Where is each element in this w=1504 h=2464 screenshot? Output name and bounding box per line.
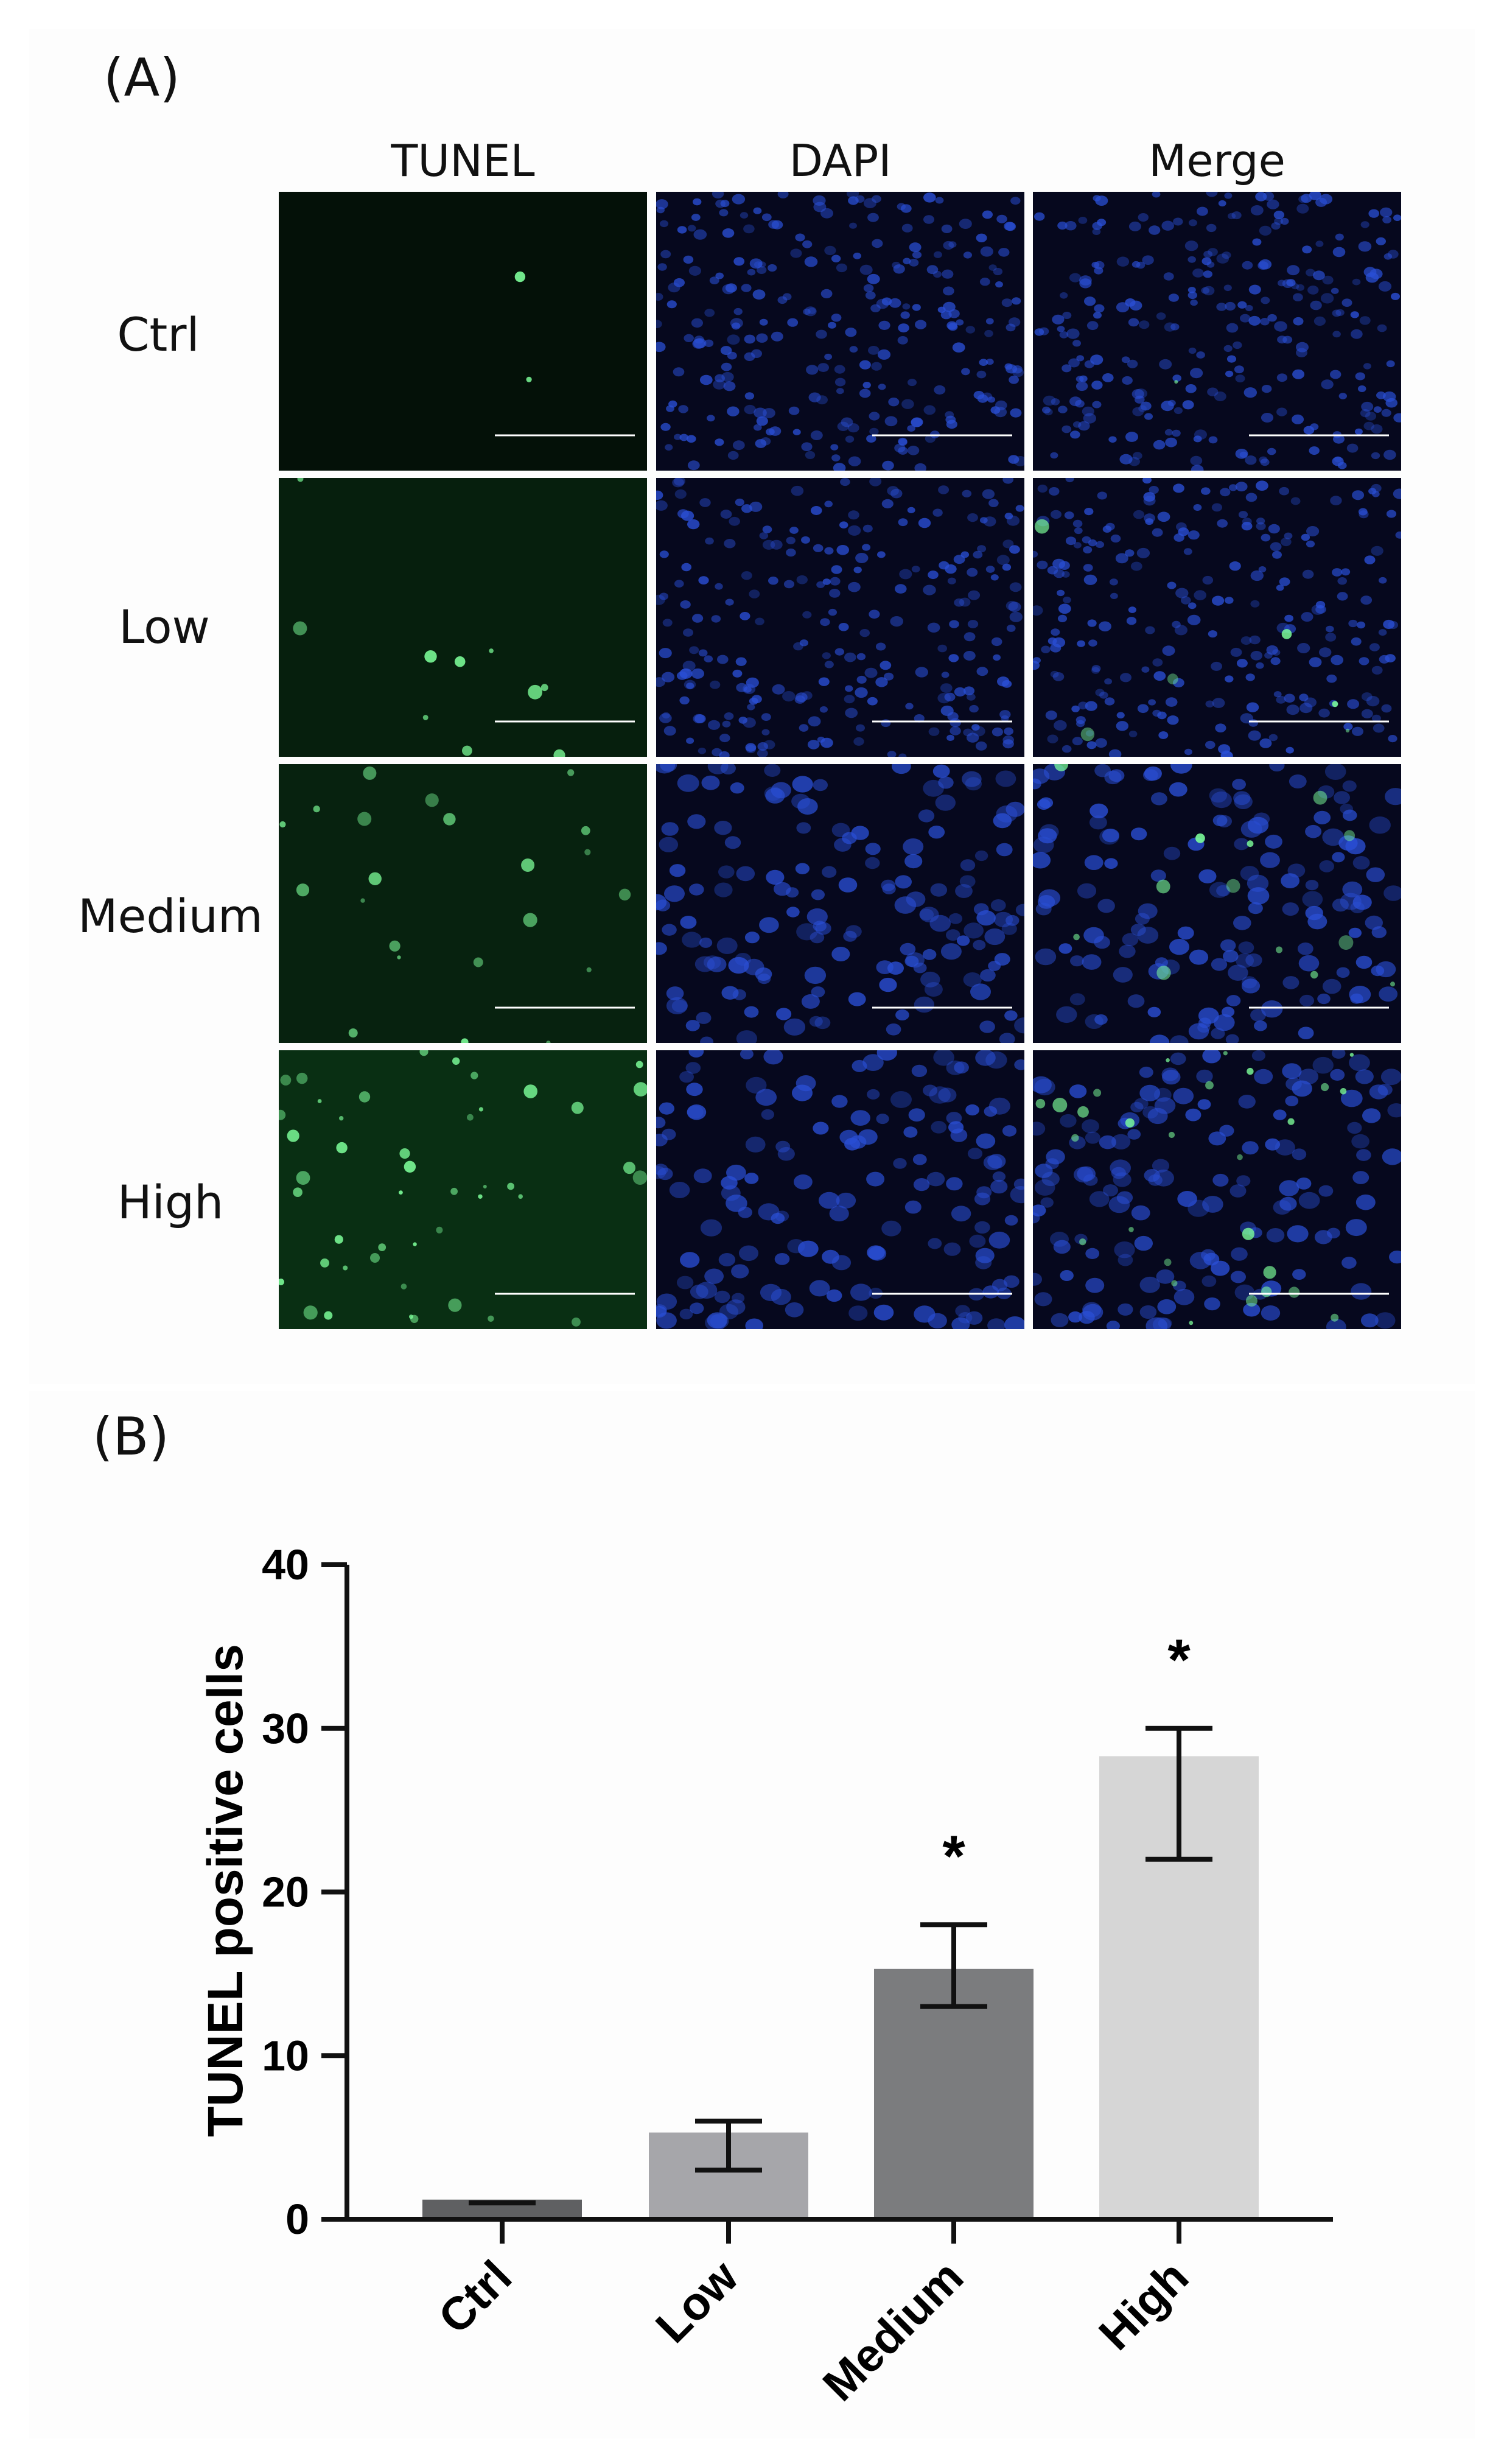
micrograph-ctrl-merge	[1033, 192, 1401, 471]
micrograph-medium-dapi	[656, 764, 1024, 1043]
y-tick-label: 30	[262, 1705, 309, 1752]
y-axis-label: TUNEL positive cells	[198, 1644, 253, 2137]
row-label-ctrl: Ctrl	[117, 307, 200, 362]
column-header-tunel: TUNEL	[391, 135, 535, 186]
micrograph-medium-tunel	[279, 764, 647, 1043]
y-tick-label: 10	[262, 2032, 309, 2079]
micrograph-low-tunel	[279, 478, 647, 757]
x-tick-label-ctrl: Ctrl	[428, 2251, 522, 2344]
micrograph-ctrl-tunel	[279, 192, 647, 471]
micrograph-high-dapi	[656, 1050, 1024, 1329]
micrograph-ctrl-dapi	[656, 192, 1024, 471]
micrograph-high-tunel	[279, 1050, 647, 1329]
significance-marker: *	[1167, 1627, 1191, 1693]
micrograph-high-merge	[1033, 1050, 1401, 1329]
y-tick-label: 20	[262, 1869, 309, 1916]
micrograph-medium-merge	[1033, 764, 1401, 1043]
panel-a-label: (A)	[103, 47, 180, 108]
y-tick-label: 40	[262, 1541, 309, 1588]
x-tick-label-high: High	[1090, 2251, 1199, 2360]
micrograph-low-merge	[1033, 478, 1401, 757]
column-header-dapi: DAPI	[789, 135, 892, 186]
row-label-medium: Medium	[78, 889, 263, 943]
column-header-merge: Merge	[1149, 135, 1285, 186]
y-tick-label: 0	[285, 2195, 309, 2243]
micrograph-low-dapi	[656, 478, 1024, 757]
significance-marker: *	[942, 1823, 965, 1889]
row-label-low: Low	[119, 600, 210, 654]
x-tick-label-low: Low	[646, 2250, 748, 2353]
x-tick-label-medium: Medium	[813, 2251, 973, 2411]
row-label-high: High	[117, 1175, 224, 1229]
bar-medium	[874, 1968, 1034, 2219]
panel-b-label: (B)	[93, 1406, 170, 1467]
